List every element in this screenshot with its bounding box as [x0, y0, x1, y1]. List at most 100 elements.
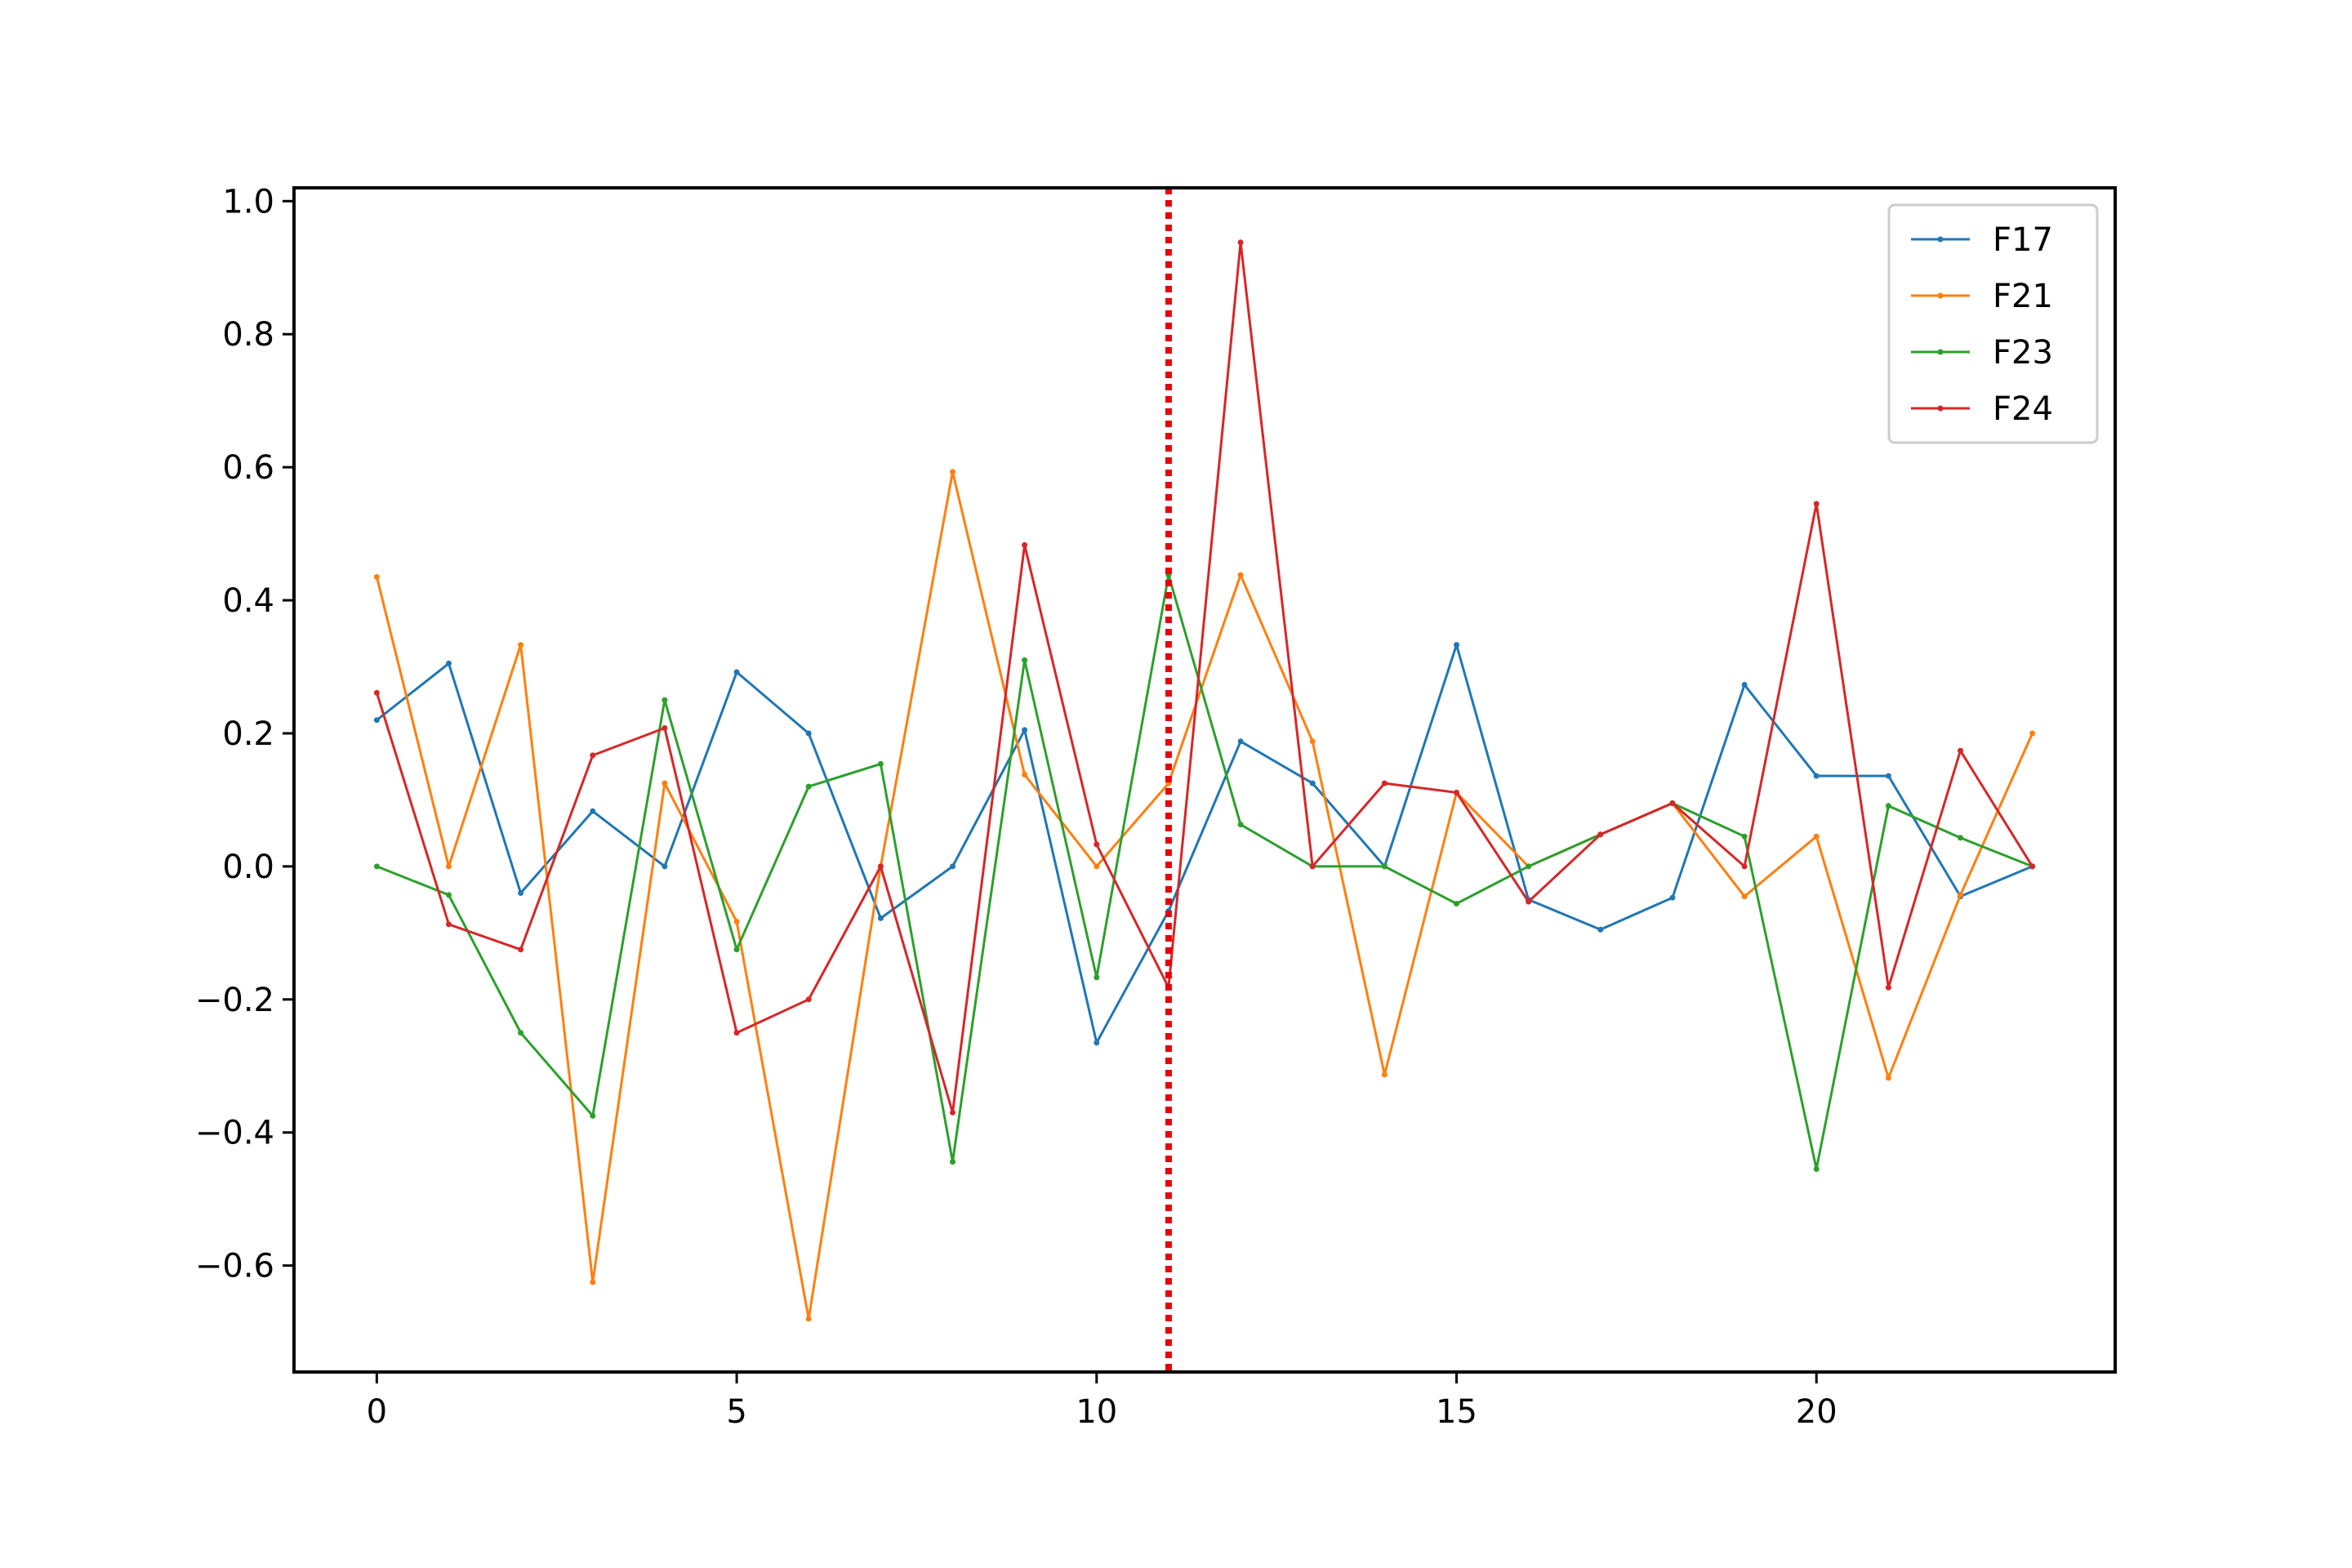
data-point-F17	[805, 730, 812, 737]
series-F23	[373, 572, 2036, 1172]
data-point-F21	[950, 469, 956, 475]
data-point-F17	[662, 863, 668, 870]
data-point-F24	[1813, 501, 1820, 507]
data-point-F24	[1237, 239, 1244, 246]
data-point-F24	[1885, 984, 1891, 991]
data-point-F24	[590, 752, 596, 759]
series-layer	[373, 239, 2036, 1322]
data-point-F24	[877, 863, 884, 870]
legend-item-F23: F23	[1911, 334, 2053, 372]
data-point-F17	[877, 915, 884, 921]
x-axis: 0 5 10 15 20	[367, 1372, 1838, 1431]
data-point-F17	[1813, 773, 1820, 779]
data-point-F24	[1597, 831, 1604, 838]
data-point-F17	[373, 717, 380, 724]
data-point-F24	[1454, 790, 1459, 795]
data-point-F24	[518, 947, 524, 953]
x-tick-label: 10	[1076, 1393, 1117, 1431]
data-point-F17	[1237, 738, 1244, 745]
data-point-F17	[950, 863, 956, 870]
data-point-F24	[1669, 800, 1676, 806]
data-point-F17	[1094, 1040, 1100, 1046]
data-point-F23	[805, 783, 812, 790]
data-point-F21	[518, 642, 524, 648]
data-point-F24	[950, 1109, 956, 1116]
data-point-F24	[2029, 863, 2036, 870]
y-tick-label: 0.0	[222, 849, 274, 886]
data-point-F23	[590, 1112, 596, 1119]
y-tick-label: −0.2	[195, 982, 274, 1019]
data-point-F24	[733, 1030, 740, 1036]
data-point-F23	[1741, 833, 1748, 840]
legend-box	[1887, 203, 2099, 444]
data-point-F23	[950, 1159, 956, 1165]
y-tick-label: 1.0	[222, 183, 274, 220]
data-point-F23	[877, 760, 884, 767]
x-tick-label: 20	[1796, 1393, 1838, 1431]
data-point-F17	[590, 808, 596, 814]
data-point-F21	[662, 780, 668, 786]
data-point-F23	[1958, 835, 1963, 841]
series-line-F24	[375, 241, 2034, 1114]
data-point-F21	[805, 1316, 812, 1322]
data-point-F21	[373, 574, 380, 580]
legend-marker	[1937, 349, 1944, 355]
data-point-F21	[733, 919, 740, 924]
data-point-F23	[446, 892, 452, 898]
legend-marker	[1937, 236, 1944, 243]
legend-items: F17 F21 F23 F24	[1911, 221, 2053, 428]
data-point-F17	[1454, 642, 1459, 648]
data-point-F23	[1381, 863, 1388, 870]
data-point-F23	[662, 697, 668, 703]
data-point-F21	[1237, 572, 1244, 578]
x-tick-label: 15	[1436, 1393, 1477, 1431]
series-F17	[373, 642, 2036, 1046]
data-point-F23	[1813, 1166, 1820, 1172]
data-point-F23	[1454, 901, 1459, 906]
data-point-F21	[2029, 730, 2036, 737]
legend-item-F21: F21	[1911, 278, 2053, 315]
plot-frame	[292, 186, 2117, 1374]
data-point-F21	[446, 863, 452, 870]
data-point-F24	[805, 996, 812, 1003]
data-point-F23	[373, 863, 380, 870]
y-tick-label: −0.4	[195, 1115, 274, 1152]
data-point-F24	[1094, 841, 1100, 848]
data-point-F23	[1022, 657, 1028, 663]
y-tick-label: 0.6	[222, 449, 274, 487]
data-point-F17	[1669, 894, 1676, 901]
legend-marker	[1937, 292, 1944, 299]
data-point-F17	[1885, 773, 1891, 779]
y-tick-label: 0.4	[222, 582, 274, 620]
data-point-F21	[1094, 863, 1100, 870]
legend-label: F17	[1993, 221, 2053, 259]
data-point-F21	[1381, 1071, 1388, 1078]
data-point-F24	[1309, 863, 1316, 870]
legend-item-F17: F17	[1911, 221, 2053, 259]
legend-item-F24: F24	[1911, 390, 2053, 428]
data-point-F23	[1885, 803, 1891, 809]
legend-label: F21	[1993, 278, 2053, 315]
data-point-F24	[1741, 863, 1748, 870]
data-point-F21	[1022, 772, 1028, 777]
legend: F17 F21 F23 F24	[1887, 203, 2099, 444]
data-point-F21	[1741, 893, 1748, 900]
data-point-F17	[1741, 682, 1748, 688]
data-point-F17	[1597, 926, 1604, 933]
data-point-F23	[1094, 974, 1100, 981]
data-point-F23	[733, 947, 740, 953]
data-point-F23	[1526, 863, 1532, 870]
data-point-F24	[1022, 541, 1028, 548]
series-line-F17	[376, 644, 2034, 1045]
data-point-F17	[518, 890, 524, 896]
data-point-F21	[1309, 738, 1316, 745]
data-point-F17	[446, 660, 452, 666]
data-point-F21	[1958, 892, 1963, 898]
legend-label: F23	[1993, 334, 2053, 372]
data-point-F17	[1022, 727, 1028, 733]
legend-marker	[1937, 405, 1944, 412]
x-tick-label: 0	[367, 1393, 387, 1431]
legend-label: F24	[1993, 390, 2053, 428]
data-point-F21	[590, 1279, 596, 1285]
